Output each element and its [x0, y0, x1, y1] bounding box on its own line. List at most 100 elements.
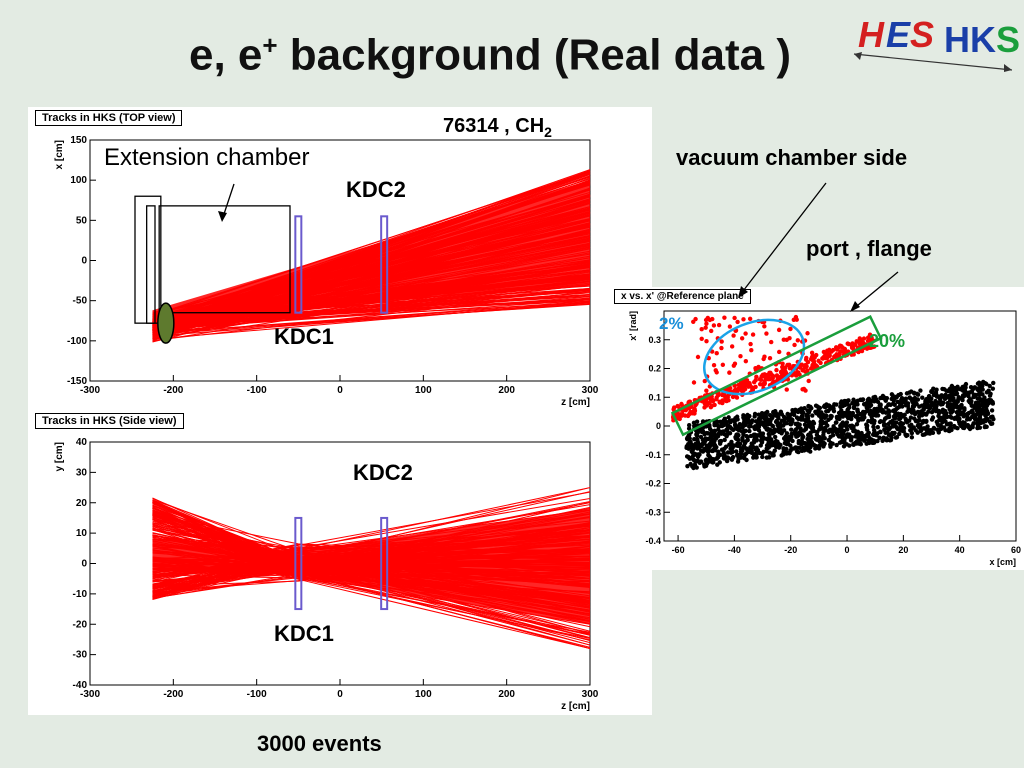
scatter-point — [897, 431, 902, 437]
scatter-point — [683, 413, 688, 418]
scatter-point — [865, 335, 871, 340]
scatter-point — [719, 345, 724, 351]
scatter-point — [756, 424, 762, 429]
scatter-point — [676, 404, 681, 409]
scatter-point — [940, 407, 946, 413]
scatter-point — [905, 433, 910, 438]
scatter-point — [709, 328, 714, 334]
scatter-point — [839, 343, 844, 349]
scatter-point — [855, 408, 860, 413]
y-tick-label: 0.1 — [648, 392, 661, 402]
scatter-point — [789, 418, 794, 423]
scatter-point — [731, 427, 736, 433]
scatter-point — [714, 370, 719, 375]
scatter-point — [962, 388, 968, 394]
scatter-point — [787, 366, 793, 371]
y-tick-label: 50 — [76, 215, 88, 226]
scatter-point — [851, 404, 857, 410]
scatter-point — [794, 449, 800, 454]
scatter-point — [948, 402, 954, 407]
scatter-point — [792, 342, 797, 348]
scatter-point — [774, 373, 780, 378]
scatter-point — [743, 331, 748, 336]
scatter-point — [953, 425, 958, 430]
scatter-point — [711, 460, 716, 465]
scatter-point — [915, 430, 920, 435]
scatter-point — [765, 409, 770, 415]
scatter-point — [921, 426, 926, 431]
scatter-point — [700, 419, 706, 424]
run-label: 76314 , CH2 — [443, 115, 552, 140]
scatter-point — [773, 413, 779, 418]
scatter-point — [822, 435, 827, 441]
scatter-point — [738, 455, 744, 460]
scatter-point — [717, 452, 723, 458]
scatter-point — [872, 399, 877, 404]
scatter-point — [822, 403, 827, 408]
scatter-point — [767, 355, 773, 361]
scatter-point — [960, 425, 966, 430]
scatter-point — [687, 445, 692, 450]
scatter-point — [725, 450, 731, 455]
scatter-point — [749, 348, 754, 353]
scatter-point — [760, 434, 766, 440]
scatter-point — [783, 449, 788, 454]
scatter-point — [899, 400, 904, 406]
scatter-point — [780, 429, 785, 434]
scatter-point — [831, 408, 837, 414]
scatter-point — [921, 418, 926, 424]
scatter-point — [836, 410, 842, 416]
scatter-point — [958, 387, 964, 392]
scatter-point — [754, 445, 759, 450]
scatter-point — [828, 413, 834, 419]
scatter-point — [778, 369, 784, 375]
scatter-point — [948, 394, 953, 399]
scatter-point — [793, 373, 799, 378]
scatter-point — [963, 392, 968, 397]
x-axis-label: x [cm] — [989, 557, 1016, 567]
y-tick-label: 10 — [76, 528, 88, 539]
scatter-point — [909, 396, 914, 402]
scatter-point — [960, 395, 965, 400]
scatter-point — [686, 423, 692, 428]
scatter-point — [727, 424, 733, 430]
scatter-point — [706, 355, 711, 361]
scatter-point — [722, 437, 727, 443]
x-tick-label: 60 — [1011, 545, 1021, 555]
scatter-point — [887, 409, 892, 415]
scatter-point — [714, 396, 719, 402]
scatter-point — [771, 450, 776, 456]
scatter-point — [894, 394, 899, 400]
scatter-point — [694, 433, 700, 439]
scatter-point — [826, 408, 831, 414]
scatter-point — [849, 412, 854, 417]
scatter-point — [966, 390, 971, 395]
scatter-point — [769, 416, 774, 421]
scatter-point — [859, 415, 865, 421]
top-view-title: Tracks in HKS (TOP view) — [35, 110, 183, 126]
scatter-point — [822, 415, 827, 421]
chamber-box-outer — [134, 195, 162, 324]
scatter-point — [883, 416, 888, 421]
scatter-point — [813, 409, 818, 415]
scatter-point — [752, 435, 757, 440]
scatter-point — [759, 421, 764, 427]
scatter-point — [925, 424, 930, 429]
slide-title: e, e+ background (Real data ) — [189, 30, 791, 80]
scatter-point — [965, 413, 970, 419]
scatter-point — [947, 386, 953, 392]
scatter-point — [930, 415, 936, 420]
scatter-point — [739, 451, 744, 456]
scatter-point — [686, 399, 692, 405]
scatter-point — [830, 404, 836, 410]
scatter-point — [903, 398, 908, 403]
scatter-point — [978, 391, 983, 397]
scatter-point — [701, 440, 707, 446]
scatter-point — [753, 424, 758, 429]
scatter-point — [809, 350, 815, 355]
scatter-point — [734, 426, 740, 432]
scatter-point — [898, 425, 903, 430]
scatter-point — [788, 326, 793, 332]
scatter-point — [751, 455, 756, 460]
scatter-point — [941, 400, 946, 405]
